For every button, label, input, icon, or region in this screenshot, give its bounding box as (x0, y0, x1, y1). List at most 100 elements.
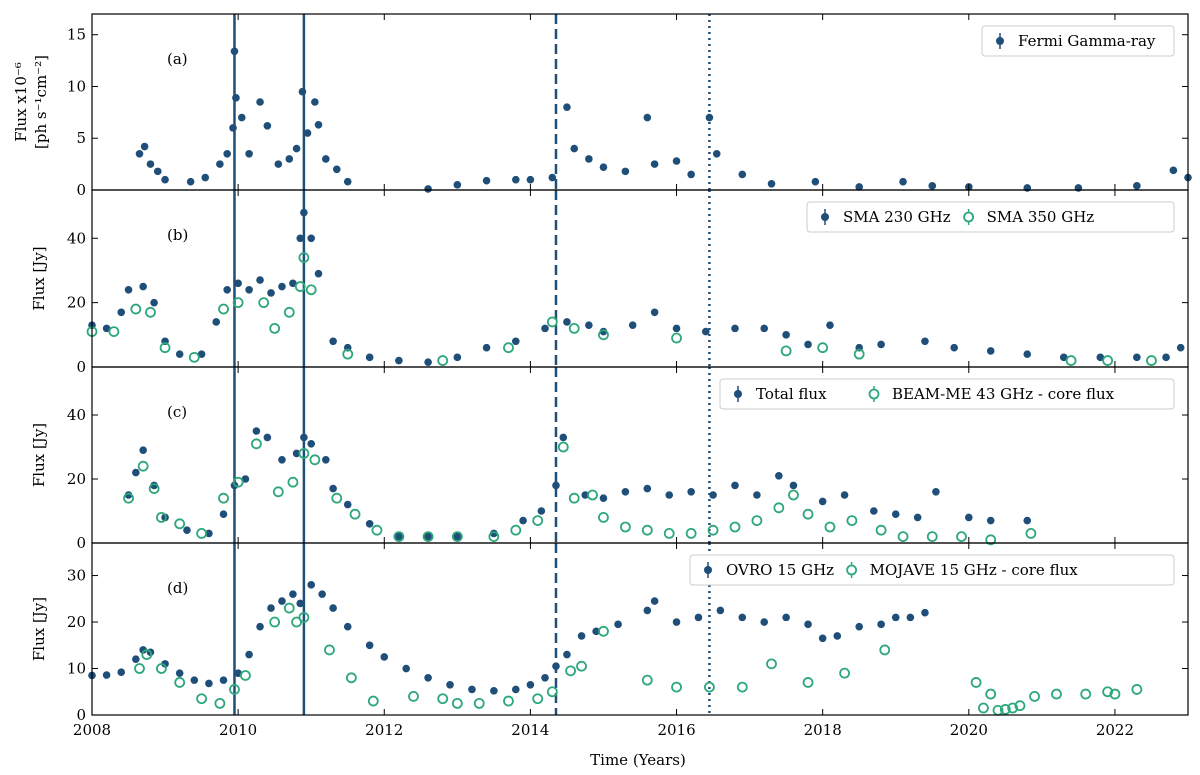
data-point-b-0-9 (212, 318, 221, 326)
data-point-d-1-27 (704, 681, 715, 693)
data-point-d-0-24 (402, 664, 410, 673)
legend-label: Total flux (756, 385, 827, 403)
data-point-d-0-43 (760, 618, 769, 626)
data-point-c-1-23 (568, 492, 580, 504)
y-axis-label-line: Flux [Jy] (30, 246, 48, 310)
data-point-d-1-42 (1080, 688, 1092, 700)
data-point-b-0-46 (986, 347, 995, 355)
y-axis-label-a: Flux x10⁻⁶ [ph s⁻¹cm⁻²] (12, 55, 50, 149)
data-point-d-0-46 (818, 634, 827, 643)
data-point-c-1-19 (488, 531, 500, 542)
data-point-c-0-9 (241, 475, 250, 483)
data-point-a-0-16 (274, 160, 283, 168)
data-point-c-1-43 (1025, 528, 1037, 539)
data-point-b-0-40 (804, 340, 812, 349)
data-point-d-0-51 (906, 613, 915, 622)
legend-marker (821, 213, 829, 221)
data-point-c-1-27 (641, 524, 653, 536)
data-point-d-0-23 (380, 653, 389, 661)
data-point-c-1-38 (875, 524, 887, 536)
data-point-d-0-48 (855, 622, 863, 631)
legend-box-d (689, 554, 1175, 586)
data-point-c-1-13 (331, 492, 343, 504)
x-axis-label: Time (Years) (590, 751, 686, 769)
data-point-b-0-8 (197, 350, 206, 358)
x-tick-label: 2008 (73, 721, 111, 739)
data-point-d-1-29 (766, 658, 777, 670)
data-point-b-0-45 (950, 343, 958, 352)
data-point-a-0-9 (229, 124, 237, 132)
data-point-b-0-51 (1162, 353, 1170, 362)
data-point-d-0-37 (643, 606, 652, 615)
data-point-d-0-38 (650, 597, 659, 605)
legend-box-b (806, 201, 1175, 233)
data-point-c-1-24 (587, 489, 598, 501)
data-point-c-1-41 (956, 531, 967, 542)
data-point-a-0-7 (216, 160, 224, 168)
data-point-d-1-43 (1102, 686, 1114, 698)
data-point-c-0-18 (343, 500, 352, 509)
x-tick-label: 2020 (950, 721, 988, 739)
data-point-b-0-32 (599, 327, 608, 336)
data-point-c-0-7 (219, 510, 228, 518)
data-point-d-1-44 (1109, 688, 1121, 700)
data-point-a-0-52 (1133, 182, 1141, 190)
data-point-d-0-2 (117, 668, 126, 677)
data-point-b-0-10 (223, 285, 231, 294)
data-point-d-1-34 (978, 702, 989, 714)
legend-box-a (981, 25, 1175, 57)
data-point-d-1-31 (839, 667, 850, 679)
data-point-c-1-33 (773, 502, 785, 514)
data-point-d-0-8 (190, 676, 199, 684)
data-point-b-1-4 (159, 342, 171, 354)
data-point-b-0-26 (453, 353, 462, 362)
data-point-b-0-20 (314, 269, 323, 278)
y-axis-label-d: Flux [Jy] (30, 597, 48, 661)
y-tick-label: 20 (67, 613, 86, 631)
data-point-b-0-18 (300, 208, 308, 217)
data-point-b-0-14 (267, 289, 275, 297)
data-point-d-1-11 (298, 611, 310, 623)
data-point-c-0-30 (621, 488, 630, 496)
data-point-c-0-42 (891, 510, 900, 518)
data-point-d-0-40 (694, 613, 703, 622)
data-point-b-1-8 (258, 297, 270, 309)
data-point-c-0-11 (263, 433, 272, 442)
data-point-c-0-29 (599, 494, 608, 503)
data-point-c-0-17 (329, 484, 337, 493)
data-point-d-0-22 (365, 641, 374, 650)
data-point-b-0-28 (511, 337, 520, 346)
y-axis-label-line: [ph s⁻¹cm⁻²] (32, 55, 50, 149)
data-point-b-1-25 (1102, 355, 1114, 366)
data-point-c-0-31 (643, 484, 652, 493)
data-point-a-0-40 (687, 170, 695, 179)
data-point-b-0-52 (1176, 343, 1185, 352)
data-point-d-0-18 (307, 581, 316, 589)
data-point-c-0-28 (581, 491, 589, 499)
data-point-c-1-5 (196, 528, 208, 539)
data-point-c-1-15 (371, 524, 383, 536)
data-point-b-0-11 (234, 279, 242, 288)
data-point-b-1-5 (188, 351, 200, 363)
data-point-a-0-22 (314, 120, 323, 129)
y-tick-label: 0 (76, 534, 86, 552)
data-point-d-0-29 (511, 685, 520, 694)
data-point-c-1-37 (846, 515, 858, 526)
data-point-c-0-27 (559, 433, 568, 442)
data-point-d-0-34 (577, 632, 586, 640)
data-point-d-0-20 (329, 604, 337, 612)
data-point-a-0-5 (186, 177, 195, 186)
data-point-d-1-8 (269, 616, 281, 628)
data-point-d-1-45 (1131, 684, 1143, 695)
data-point-a-0-30 (526, 175, 535, 184)
data-point-d-0-12 (245, 650, 253, 659)
panel-frame (91, 542, 1189, 716)
data-point-b-0-43 (877, 340, 885, 349)
data-point-d-0-32 (552, 662, 560, 670)
data-point-d-1-15 (408, 691, 419, 702)
data-point-a-0-3 (153, 167, 162, 176)
data-point-c-0-38 (789, 481, 798, 490)
data-point-a-0-12 (237, 113, 246, 122)
data-point-c-1-29 (685, 528, 697, 539)
data-point-d-1-21 (546, 686, 558, 698)
